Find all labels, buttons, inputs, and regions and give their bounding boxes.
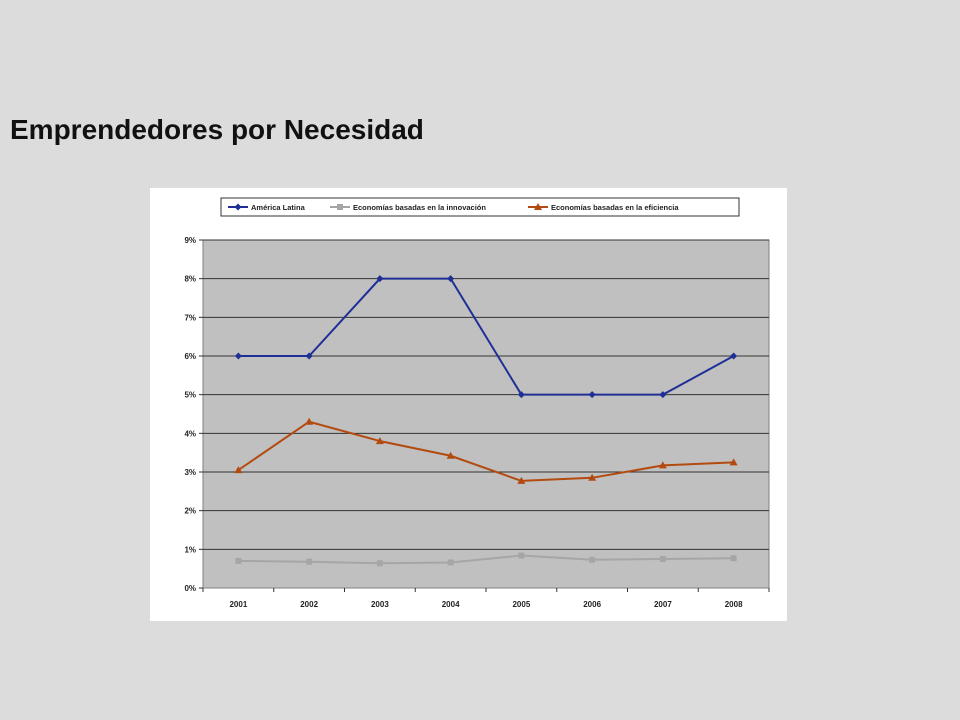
- legend-item: Economías basadas en la eficiencia: [528, 203, 679, 212]
- series-1: [234, 275, 738, 399]
- y-tick-label: 4%: [184, 429, 196, 438]
- x-tick-label: 2003: [371, 600, 389, 609]
- data-point: [234, 466, 243, 474]
- series-3: [234, 417, 738, 484]
- data-point: [730, 555, 737, 562]
- data-point: [518, 552, 525, 559]
- plot-area: [202, 239, 770, 589]
- x-tick-label: 2004: [442, 600, 460, 609]
- data-point: [588, 391, 596, 399]
- x-tick-label: 2006: [583, 600, 601, 609]
- legend-marker: [234, 203, 242, 211]
- series-group: [234, 275, 738, 567]
- y-tick-label: 8%: [184, 275, 196, 284]
- y-tick-label: 9%: [184, 236, 196, 245]
- x-tick-label: 2007: [654, 600, 672, 609]
- legend-marker: [337, 204, 343, 210]
- series-line: [238, 554, 734, 565]
- data-point: [589, 556, 596, 563]
- data-point: [447, 275, 455, 283]
- data-point: [517, 476, 526, 484]
- data-point: [517, 391, 525, 399]
- legend-item: Economías basadas en la innovación: [330, 203, 486, 212]
- data-point: [729, 458, 738, 466]
- y-axis-tick-labels: 0% 1% 2% 3% 4% 5% 6% 7% 8% 9%: [184, 236, 196, 593]
- legend: América Latina Economías basadas en la in…: [220, 197, 740, 217]
- data-point: [730, 352, 738, 360]
- legend-label: Economías basadas en la innovación: [353, 203, 486, 212]
- legend-marker: [534, 203, 542, 210]
- data-point: [659, 391, 667, 399]
- y-tick-label: 6%: [184, 352, 196, 361]
- data-point: [306, 558, 313, 565]
- data-point: [375, 437, 384, 445]
- legend-label: Economías basadas en la eficiencia: [551, 203, 679, 212]
- x-tick-label: 2008: [725, 600, 743, 609]
- data-point: [447, 559, 454, 566]
- data-point: [376, 275, 384, 283]
- y-tick-label: 3%: [184, 468, 196, 477]
- y-tick-label: 0%: [184, 584, 196, 593]
- x-tick-label: 2002: [300, 600, 318, 609]
- data-point: [376, 560, 383, 567]
- data-point: [305, 417, 314, 425]
- data-point: [588, 473, 597, 481]
- legend-label: América Latina: [251, 203, 306, 212]
- y-tick-label: 7%: [184, 313, 196, 322]
- series-line: [237, 420, 734, 482]
- chart-container: América Latina Economías basadas en la in…: [150, 188, 787, 621]
- data-point: [235, 557, 242, 564]
- series-line: [238, 277, 735, 396]
- x-axis-tick-labels: 2001 2002 2003 2004 2005 2006 2007 2008: [202, 588, 770, 609]
- line-chart: América Latina Economías basadas en la in…: [184, 197, 770, 609]
- y-tick-label: 1%: [184, 545, 196, 554]
- series-2: [235, 552, 737, 567]
- y-tick-label: 5%: [184, 391, 196, 400]
- x-tick-label: 2001: [229, 600, 247, 609]
- data-point: [234, 352, 242, 360]
- legend-box: [220, 197, 740, 217]
- y-tick-label: 2%: [184, 507, 196, 516]
- x-tick-label: 2005: [512, 600, 530, 609]
- data-point: [659, 556, 666, 562]
- data-point: [446, 451, 455, 459]
- data-point: [658, 461, 667, 469]
- data-point: [305, 352, 313, 360]
- slide-title: Emprendedores por Necesidad: [10, 114, 424, 145]
- legend-item: América Latina: [228, 203, 306, 212]
